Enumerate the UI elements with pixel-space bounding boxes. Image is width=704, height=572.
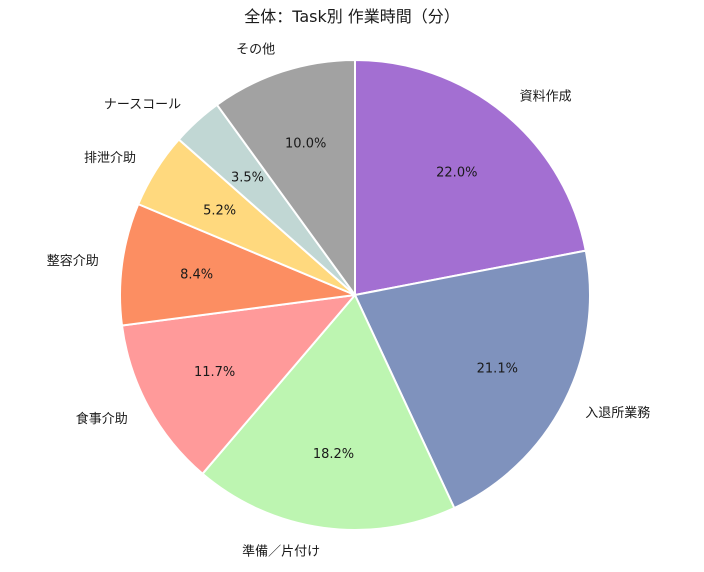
- slice-category-label-0: 資料作成: [520, 89, 572, 104]
- slice-category-label-7: その他: [236, 43, 275, 58]
- slice-category-label-3: 食事介助: [76, 411, 128, 427]
- slice-pct-label-1: 21.1%: [477, 361, 518, 376]
- slice-category-label-5: 排泄介助: [84, 151, 136, 166]
- slice-pct-label-7: 10.0%: [285, 137, 326, 152]
- slice-pct-label-4: 8.4%: [180, 267, 213, 282]
- slice-pct-label-3: 11.7%: [194, 365, 235, 380]
- chart-title: 全体：Task別 作業時間（分）: [244, 7, 460, 26]
- slice-pct-label-5: 5.2%: [203, 204, 236, 219]
- pie-slice-3: [120, 294, 356, 475]
- slice-category-label-2: 準備／片付け: [242, 544, 320, 560]
- slice-pct-label-0: 22.0%: [436, 165, 477, 180]
- pie-slice-1: [354, 249, 591, 509]
- slice-pct-label-2: 18.2%: [313, 447, 354, 462]
- slice-pct-label-6: 3.5%: [231, 170, 264, 185]
- pie-slice-7: [215, 59, 356, 296]
- pie-slice-4: [119, 203, 356, 327]
- slice-category-label-4: 整容介助: [47, 253, 99, 269]
- pie-slice-2: [201, 294, 456, 531]
- slice-category-label-6: ナースコール: [104, 97, 181, 112]
- pie-slice-0: [354, 59, 587, 296]
- slice-category-label-1: 入退所業務: [585, 405, 650, 421]
